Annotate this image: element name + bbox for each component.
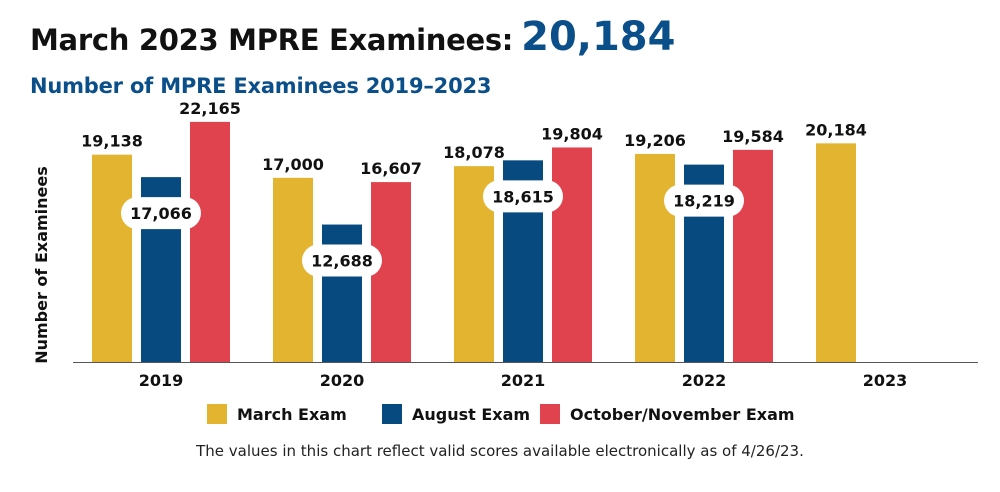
legend-swatch <box>540 404 560 424</box>
data-label-pill <box>664 184 744 217</box>
data-label: 20,184 <box>805 120 867 139</box>
bar <box>190 121 230 362</box>
data-label-pill <box>121 197 201 230</box>
bar <box>635 153 675 362</box>
title-value: 20,184 <box>521 14 676 60</box>
x-tick-label: 2019 <box>139 371 184 390</box>
chart-subtitle: Number of MPRE Examinees 2019–2023 <box>30 74 492 98</box>
legend-label: October/November Exam <box>570 405 795 424</box>
bar <box>733 149 773 362</box>
data-label-pill <box>302 244 382 277</box>
x-tick-label: 2022 <box>682 371 727 390</box>
legend-label: August Exam <box>412 405 530 424</box>
data-label: 17,066 <box>130 204 192 223</box>
data-label-pill <box>483 180 563 213</box>
data-label: 18,078 <box>443 143 505 162</box>
data-label: 19,804 <box>541 124 603 143</box>
data-label: 19,138 <box>81 132 143 151</box>
title-text: March 2023 MPRE Examinees: <box>30 23 514 57</box>
data-label: 18,615 <box>492 187 554 206</box>
bar <box>92 154 132 362</box>
x-tick-label: 2023 <box>863 371 908 390</box>
chart-title: March 2023 MPRE Examinees: 20,184 <box>30 14 675 64</box>
data-label: 19,206 <box>624 131 686 150</box>
data-label: 22,165 <box>179 99 241 118</box>
bar <box>552 147 592 362</box>
legend-swatch <box>382 404 402 424</box>
data-label: 19,584 <box>722 127 784 146</box>
bar <box>816 143 856 362</box>
legend-swatch <box>207 404 227 424</box>
data-label: 12,688 <box>311 252 373 271</box>
x-tick-label: 2020 <box>320 371 365 390</box>
data-label: 16,607 <box>360 159 422 178</box>
x-tick-label: 2021 <box>501 371 546 390</box>
bar <box>371 182 411 362</box>
data-label: 17,000 <box>262 155 324 174</box>
legend-label: March Exam <box>237 405 347 424</box>
data-label: 18,219 <box>673 192 735 211</box>
y-axis-label: Number of Examinees <box>32 166 51 364</box>
footnote: The values in this chart reflect valid s… <box>196 442 804 460</box>
